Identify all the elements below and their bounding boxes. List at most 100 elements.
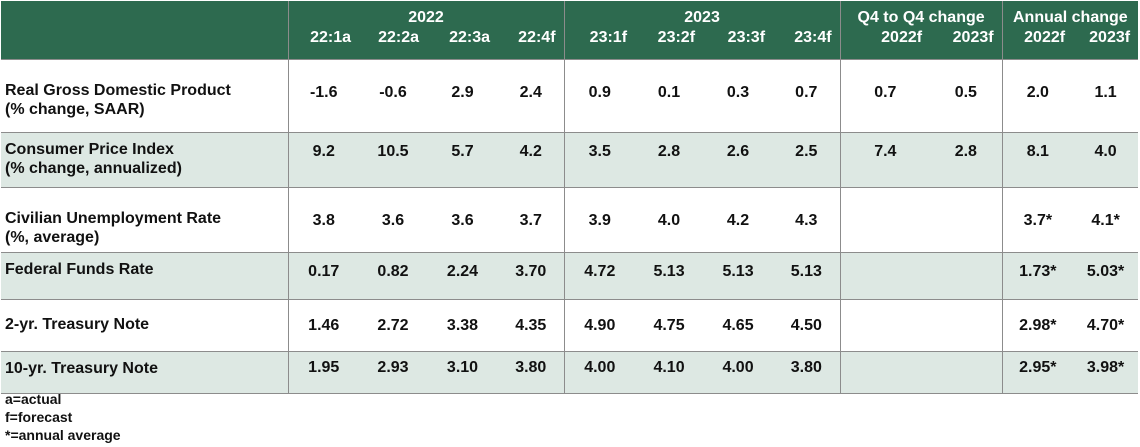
quarter-value: 3.10: [427, 351, 498, 394]
quarter-value: 0.1: [635, 59, 704, 133]
quarter-value: 2.93: [359, 351, 427, 394]
quarter-value: 5.13: [703, 252, 774, 300]
row-label-main: 10-yr. Treasury Note: [5, 360, 158, 377]
quarter-value: 4.50: [773, 299, 841, 352]
row-label-main: Consumer Price Index: [5, 141, 174, 158]
annual-change-value: 4.1*: [1073, 187, 1139, 253]
quarter-value: 5.13: [635, 252, 704, 300]
q4-change-value: [930, 351, 1003, 394]
header-blank: [1, 1, 288, 29]
quarter-value: 2.9: [427, 59, 498, 133]
annual-change-value: 8.1: [1001, 132, 1074, 188]
footnote: *=annual average: [5, 427, 121, 443]
header-quarter: 23:1f: [563, 29, 636, 60]
quarter-value: 2.72: [359, 299, 427, 352]
quarter-value: 3.80: [498, 351, 565, 394]
row-label: 10-yr. Treasury Note: [1, 351, 288, 394]
row-label-main: Federal Funds Rate: [5, 261, 154, 278]
row-label-main: Real Gross Domestic Product: [5, 82, 231, 99]
header-quarter: 22:4f: [498, 29, 565, 60]
annual-change-value: 4.0: [1073, 132, 1139, 188]
header-year-2023: 2023: [563, 1, 841, 29]
table-row: Consumer Price Index (% change, annualize…: [1, 132, 1139, 188]
q4-change-value: [930, 299, 1003, 352]
quarter-value: 3.6: [427, 187, 498, 253]
table-row: Civilian Unemployment Rate (%, average) 3.…: [1, 187, 1139, 253]
quarter-value: 4.2: [498, 132, 565, 188]
table-row: Federal Funds Rate 0.17 0.82 2.24 3.70 4.72 5.…: [1, 252, 1139, 300]
footnote: a=actual: [5, 391, 62, 407]
header-annual-year: 2022f: [1001, 29, 1074, 60]
quarter-value: 4.75: [635, 299, 704, 352]
quarter-value: 2.8: [635, 132, 704, 188]
table-row: 10-yr. Treasury Note 1.95 2.93 3.10 3.80 4.00…: [1, 351, 1139, 394]
quarter-value: 4.2: [703, 187, 774, 253]
q4-change-value: [839, 299, 931, 352]
row-label: Civilian Unemployment Rate (%, average): [1, 187, 288, 253]
header-quarter: 22:1a: [287, 29, 359, 60]
q4-change-value: [839, 252, 931, 300]
annual-change-value: 1.73*: [1001, 252, 1074, 300]
annual-change-value: 5.03*: [1073, 252, 1139, 300]
quarter-value: -1.6: [287, 59, 359, 133]
quarter-value: 3.6: [359, 187, 427, 253]
quarter-value: 2.6: [703, 132, 774, 188]
header-quarter: 22:3a: [427, 29, 498, 60]
quarter-value: 4.35: [498, 299, 565, 352]
table-row: Real Gross Domestic Product (% change, SA…: [1, 59, 1139, 133]
annual-change-value: 2.98*: [1001, 299, 1074, 352]
quarter-value: 0.82: [359, 252, 427, 300]
annual-change-value: 3.7*: [1001, 187, 1074, 253]
quarter-value: 0.9: [563, 59, 636, 133]
quarter-value: 4.90: [563, 299, 636, 352]
annual-change-value: 4.70*: [1073, 299, 1139, 352]
q4-change-value: 0.7: [839, 59, 931, 133]
q4-change-value: 0.5: [930, 59, 1003, 133]
quarter-value: 4.10: [635, 351, 704, 394]
quarter-value: 4.72: [563, 252, 636, 300]
footnote: f=forecast: [5, 409, 73, 425]
q4-change-value: [839, 351, 931, 394]
quarter-value: 5.7: [427, 132, 498, 188]
quarter-value: -0.6: [359, 59, 427, 133]
quarter-value: 2.24: [427, 252, 498, 300]
quarter-value: 3.70: [498, 252, 565, 300]
quarter-value: 3.9: [563, 187, 636, 253]
q4-change-value: [930, 252, 1003, 300]
forecast-table: 2022 2023 Q4 to Q4 change Annual change …: [1, 1, 1139, 394]
q4-change-value: [839, 187, 931, 253]
quarter-value: 9.2: [287, 132, 359, 188]
q4-change-value: [930, 187, 1003, 253]
row-label: Consumer Price Index (% change, annualize…: [1, 132, 288, 188]
quarter-value: 0.17: [287, 252, 359, 300]
q4-change-value: 7.4: [839, 132, 931, 188]
header-q4-change: Q4 to Q4 change: [839, 1, 1003, 29]
header-quarter: 23:4f: [773, 29, 841, 60]
header-q4-year: 2022f: [839, 29, 931, 60]
row-label: 2-yr. Treasury Note: [1, 299, 288, 352]
row-label: Real Gross Domestic Product (% change, SA…: [1, 59, 288, 133]
header-row-periods: 22:1a 22:2a 22:3a 22:4f 23:1f 23:2f 23:3…: [1, 29, 1139, 60]
quarter-value: 4.3: [773, 187, 841, 253]
quarter-value: 4.65: [703, 299, 774, 352]
row-label-unit: (%, average): [5, 229, 100, 246]
quarter-value: 2.5: [773, 132, 841, 188]
annual-change-value: 3.98*: [1073, 351, 1139, 394]
table-row: 2-yr. Treasury Note 1.46 2.72 3.38 4.35 4.90 4…: [1, 299, 1139, 352]
header-quarter: 22:2a: [359, 29, 427, 60]
row-label-unit: (% change, SAAR): [5, 101, 145, 118]
quarter-value: 0.3: [703, 59, 774, 133]
row-label: Federal Funds Rate: [1, 252, 288, 300]
quarter-value: 2.4: [498, 59, 565, 133]
quarter-value: 1.46: [287, 299, 359, 352]
row-label-main: Civilian Unemployment Rate: [5, 210, 222, 227]
header-year-2022: 2022: [287, 1, 565, 29]
annual-change-value: 1.1: [1073, 59, 1139, 133]
header-q4-year: 2023f: [930, 29, 1003, 60]
quarter-value: 1.95: [287, 351, 359, 394]
quarter-value: 5.13: [773, 252, 841, 300]
annual-change-value: 2.0: [1001, 59, 1074, 133]
quarter-value: 3.80: [773, 351, 841, 394]
quarter-value: 3.8: [287, 187, 359, 253]
annual-change-value: 2.95*: [1001, 351, 1074, 394]
